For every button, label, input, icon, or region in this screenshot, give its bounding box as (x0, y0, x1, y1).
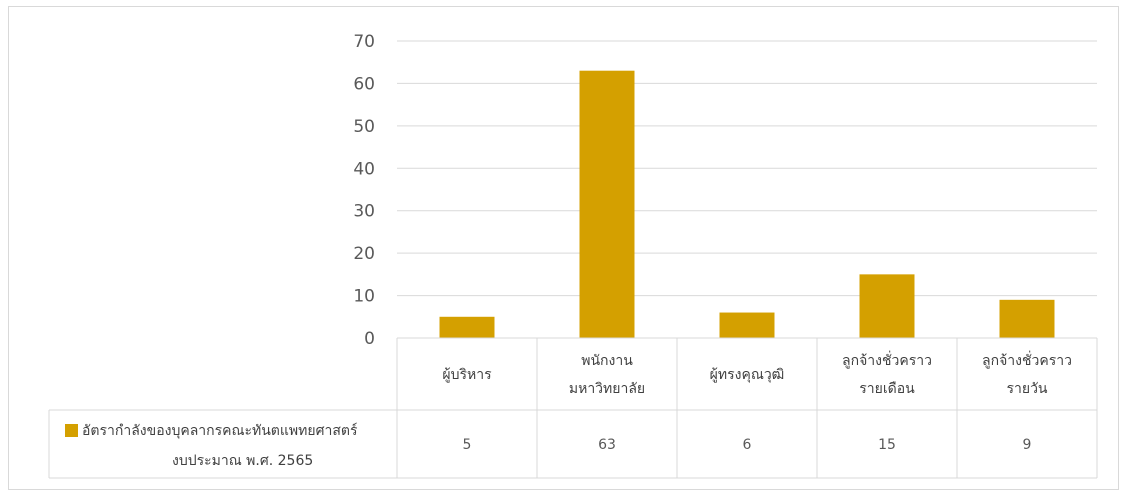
gridlines (397, 40, 1097, 297)
bars (439, 70, 1055, 338)
bar (999, 299, 1055, 338)
data-label: 6 (743, 437, 752, 453)
data-label: 15 (878, 437, 896, 453)
bar-chart: 0 10 20 30 40 50 60 70 ผู้บริหาร พนักงานมหาวิทยา… (48, 32, 1098, 479)
legend-series-name-line1: อัตรากำลังของบุคลากรคณะทันตแพทยศาสตร์ (82, 422, 358, 439)
category-label: รายเดือน (859, 381, 915, 397)
y-axis-ticks: 0 10 20 30 40 50 60 70 (353, 32, 375, 349)
data-label: 9 (1023, 437, 1032, 453)
data-label: 63 (598, 437, 616, 453)
y-tick-label: 40 (353, 159, 375, 179)
bar (859, 274, 915, 338)
legend-swatch (65, 424, 78, 437)
category-label: พนักงาน (581, 353, 633, 369)
bar (719, 312, 775, 338)
category-label: มหาวิทยาลัย (569, 381, 645, 397)
legend-series-name-line2: งบประมาณ พ.ศ. 2565 (172, 453, 313, 469)
bar (579, 70, 635, 338)
category-label: ลูกจ้างชั่วคราว (842, 351, 932, 369)
y-tick-label: 0 (364, 329, 375, 349)
y-tick-label: 10 (353, 287, 375, 307)
y-tick-label: 60 (353, 74, 375, 94)
y-tick-label: 30 (353, 202, 375, 222)
y-tick-label: 70 (353, 32, 375, 52)
chart-frame: 0 10 20 30 40 50 60 70 ผู้บริหาร พนักงานมหาวิทยา… (8, 6, 1119, 490)
y-tick-label: 50 (353, 117, 375, 137)
category-label: รายวัน (1006, 381, 1047, 397)
data-label: 5 (463, 437, 472, 453)
y-tick-label: 20 (353, 244, 375, 264)
category-label: ผู้บริหาร (442, 367, 492, 383)
bar (439, 316, 495, 338)
category-label: ลูกจ้างชั่วคราว (982, 351, 1072, 369)
category-label: ผู้ทรงคุณวุฒิ (710, 367, 785, 383)
